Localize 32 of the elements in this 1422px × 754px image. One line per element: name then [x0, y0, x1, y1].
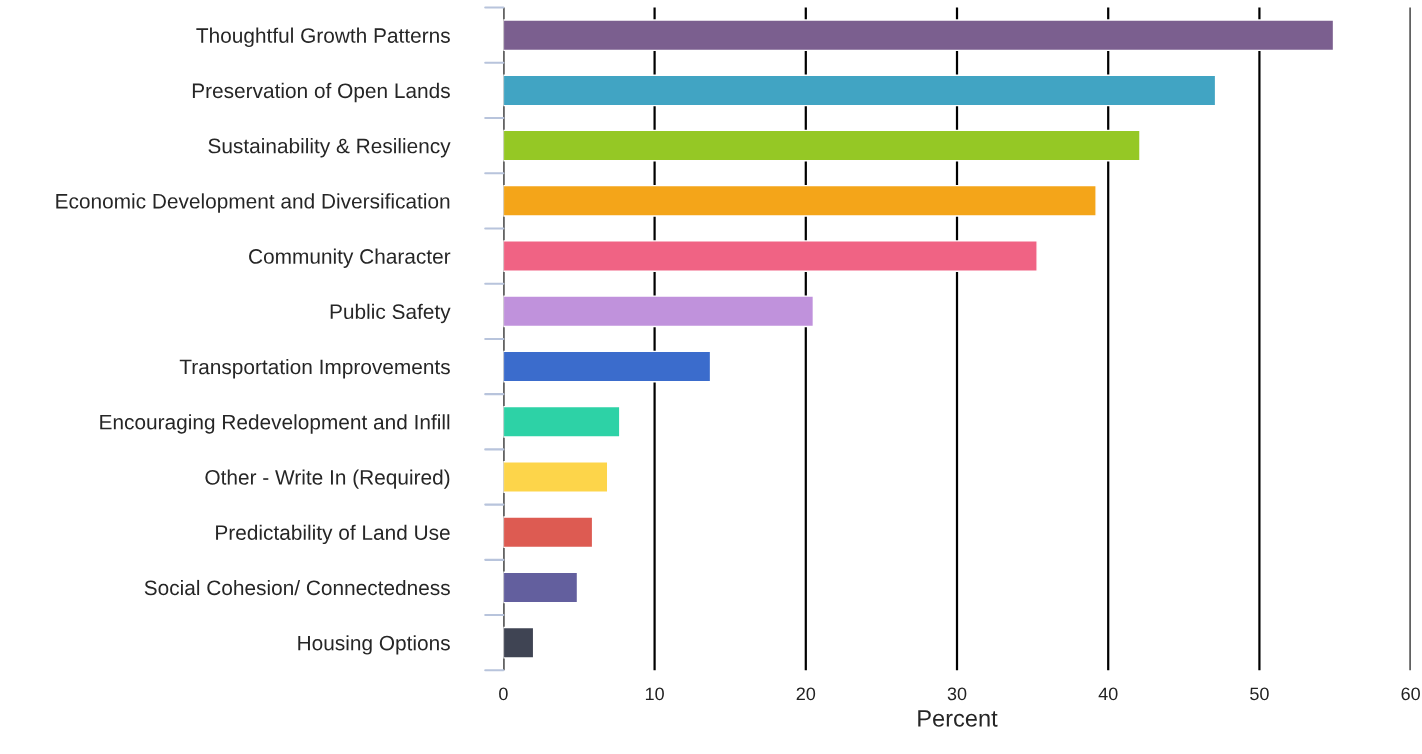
x-tick-label: 10: [645, 687, 664, 701]
y-tick-label: Housing Options: [298, 635, 450, 655]
bar: [503, 350, 712, 383]
y-tick-label: Sustainability & Resiliency: [208, 138, 451, 158]
y-tick-label: Transportation Improvements: [179, 358, 450, 379]
y-tick-label: Other - Write In (Required): [205, 469, 450, 489]
x-tick-label: 40: [1098, 687, 1118, 701]
x-axis-title: Percent: [918, 710, 998, 727]
bar: [503, 461, 609, 493]
y-tick-label: Encouraging Redevelopment and Infill: [100, 414, 450, 434]
bar: [503, 571, 579, 604]
y-tick-label: Thoughtful Growth Patterns: [196, 27, 450, 48]
y-tick-label: Social Cohesion/ Connectedness: [144, 579, 450, 596]
bar: [503, 129, 1141, 162]
bar: [503, 405, 621, 438]
y-tick-label: Preservation of Open Lands: [192, 82, 450, 103]
bar: [503, 516, 594, 549]
y-tick-label: Predictability of Land Use: [216, 524, 450, 545]
bar: [503, 74, 1217, 107]
x-tick-label: 50: [1250, 687, 1269, 701]
y-tick-label: Public Safety: [330, 303, 451, 324]
bar: [503, 626, 535, 659]
bar: [503, 184, 1097, 217]
x-tick-label: 20: [796, 687, 816, 701]
x-tick-label: 30: [947, 687, 967, 701]
bar: [503, 240, 1038, 272]
x-tick-label: 60: [1401, 687, 1420, 701]
bar: [503, 19, 1335, 52]
y-tick-label: Economic Development and Diversification: [56, 193, 450, 213]
bar: [503, 295, 815, 328]
y-tick-label: Community Character: [249, 248, 451, 268]
x-tick-label: 0: [499, 687, 508, 701]
